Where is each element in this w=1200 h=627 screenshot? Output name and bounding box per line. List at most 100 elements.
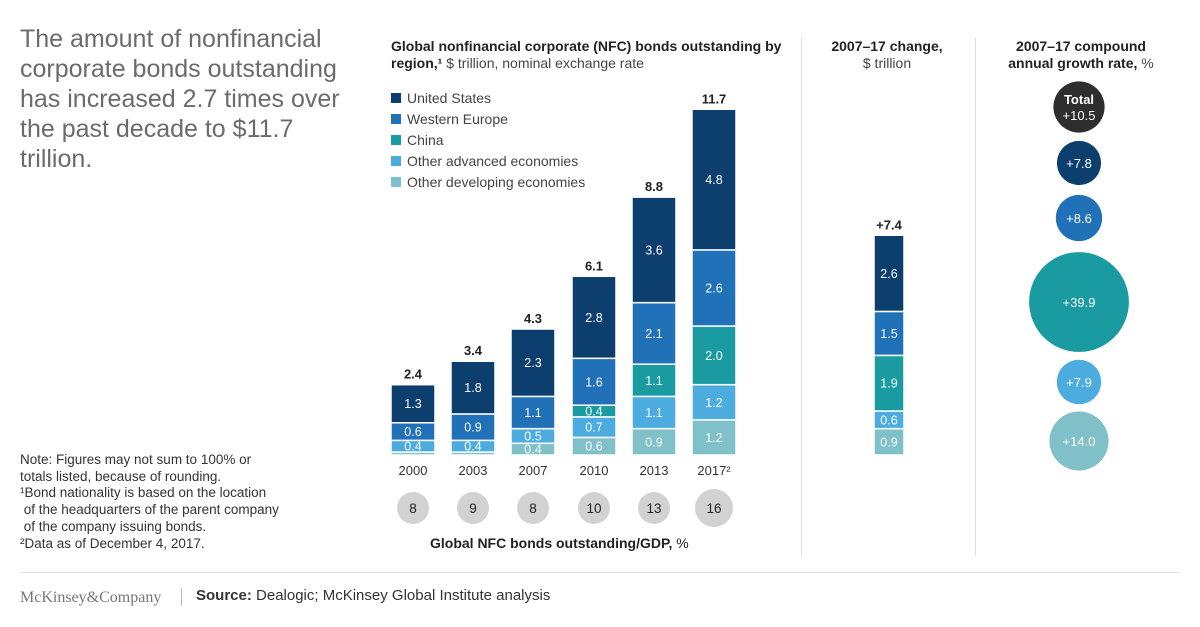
gdp-title-bold: Global NFC bonds outstanding/GDP,: [430, 535, 673, 551]
bar-value-label: 2.1: [645, 327, 662, 341]
bar-value-label: 1.2: [705, 396, 722, 410]
bar-value-label: 1.1: [524, 406, 541, 420]
chart-notes: Note: Figures may not sum to 100% or tot…: [20, 452, 320, 552]
bar-value-label: 2.6: [705, 281, 722, 295]
bar-segment: [691, 249, 737, 327]
bar-value-label: 0.4: [464, 440, 481, 454]
gdp-ratio-circle: [517, 492, 549, 524]
logo-separator: [181, 588, 182, 606]
growth-bubble: [1049, 411, 1109, 471]
footnote-2: ²Data as of December 4, 2017.: [20, 535, 205, 551]
bar-total-label: 4.3: [524, 311, 542, 326]
legend-item: China: [391, 130, 585, 151]
chart-title-bold: Global nonfinancial corporate (NFC) bond…: [391, 38, 782, 71]
gdp-ratio-label: 10: [586, 501, 601, 516]
bar-total-label: 2.4: [404, 367, 423, 382]
legend-label: Other developing economies: [407, 173, 586, 190]
bubble-value: +14.0: [1063, 434, 1096, 449]
x-tick-label: 2000: [399, 463, 428, 478]
note-line: Note: Figures may not sum to 100% or: [20, 452, 252, 467]
change-bar-segment: [873, 427, 905, 456]
bubble-value: +7.8: [1066, 156, 1092, 171]
gdp-ratio-label: 9: [469, 501, 477, 516]
change-bar-segment: [873, 354, 905, 412]
gdp-title-unit: %: [672, 535, 689, 551]
bar-segment: [631, 196, 677, 304]
legend-label: China: [407, 131, 444, 148]
gdp-ratio-circle: [638, 492, 670, 524]
legend-item: Other developing economies: [391, 171, 585, 192]
legend-label: Western Europe: [407, 111, 508, 128]
legend-item: United States: [391, 88, 585, 109]
gdp-ratio-circle: [397, 492, 429, 524]
bar-segment: [691, 383, 737, 421]
bar-value-label: 3.6: [645, 243, 662, 257]
change-header: 2007–17 change, $ trillion: [812, 38, 962, 72]
change-total-label: +7.4: [876, 217, 902, 232]
chart-title-unit: $ trillion, nominal exchange rate: [442, 55, 644, 71]
bar-value-label: 0.7: [585, 421, 602, 435]
column-divider: [975, 38, 976, 556]
change-bar-segment: [873, 310, 905, 357]
bar-value-label: 2.8: [585, 311, 602, 325]
change-value-label: 2.6: [880, 267, 897, 281]
bar-total-label: 3.4: [464, 343, 483, 358]
bar-value-label: 1.8: [464, 381, 481, 395]
bar-segment: [510, 395, 556, 430]
gdp-ratio-label: 8: [529, 501, 537, 516]
x-tick-label: 2010: [580, 463, 609, 478]
total-growth-bubble: [1053, 81, 1105, 133]
bubble-title: Total: [1064, 92, 1094, 107]
legend-item: Western Europe: [391, 109, 585, 130]
bar-segment: [390, 383, 436, 424]
change-value-label: 1.5: [880, 327, 897, 341]
bar-segment: [571, 275, 617, 360]
gdp-ratio-label: 13: [646, 501, 661, 516]
source-line: Source: Dealogic; McKinsey Global Instit…: [196, 587, 550, 604]
bar-value-label: 1.1: [645, 374, 662, 388]
gdp-ratio-circle: [457, 492, 489, 524]
column-divider: [801, 38, 802, 556]
change-header-unit: $ trillion: [862, 55, 912, 71]
bar-value-label: 1.1: [645, 406, 662, 420]
growth-bubble: [1056, 140, 1102, 186]
bar-segment: [510, 328, 556, 398]
legend-label: United States: [407, 90, 492, 107]
bar-value-label: 2.3: [524, 356, 541, 370]
mckinsey-logo: McKinsey&Company: [20, 589, 162, 606]
bar-value-label: 1.6: [585, 375, 602, 389]
x-tick-label: 2013: [640, 463, 669, 478]
headline: The amount of nonfinancial corporate bon…: [20, 25, 340, 173]
bar-value-label: 0.6: [404, 425, 421, 439]
bubble-value: +8.6: [1066, 211, 1092, 226]
legend-swatch: [391, 93, 401, 104]
legend-swatch: [391, 134, 401, 145]
legend: United States Western Europe China Other…: [391, 88, 585, 192]
cagr-header-unit: %: [1137, 55, 1154, 71]
bar-segment: [450, 360, 496, 415]
bar-total-label: 11.7: [702, 91, 727, 106]
legend-label: Other advanced economies: [407, 152, 579, 169]
bar-total-label: 8.8: [645, 179, 663, 194]
gdp-title: Global NFC bonds outstanding/GDP, %: [430, 535, 689, 551]
legend-item: Other advanced economies: [391, 150, 585, 171]
gdp-ratio-label: 16: [706, 501, 721, 516]
bar-segment: [691, 108, 737, 251]
source-label: Source:: [196, 587, 252, 604]
gdp-ratio-circle: [578, 492, 610, 524]
change-bar-segment: [873, 234, 905, 313]
source-text: Dealogic; McKinsey Global Institute anal…: [251, 587, 551, 604]
chart-title: Global nonfinancial corporate (NFC) bond…: [391, 38, 791, 72]
x-tick-label: 2007: [519, 463, 548, 478]
change-header-title: 2007–17 change,: [831, 38, 943, 54]
change-value-label: 1.9: [880, 377, 897, 391]
bar-segment: [691, 419, 737, 456]
footnote-1-cont: of the headquarters of the parent compan…: [20, 502, 279, 518]
growth-bubble: [1055, 194, 1103, 242]
change-value-label: 0.9: [880, 435, 897, 449]
bar-total-label: 6.1: [585, 258, 603, 273]
bar-segment: [691, 325, 737, 386]
x-tick-label: 2017²: [697, 463, 731, 478]
bar-value-label: 0.5: [524, 429, 541, 443]
